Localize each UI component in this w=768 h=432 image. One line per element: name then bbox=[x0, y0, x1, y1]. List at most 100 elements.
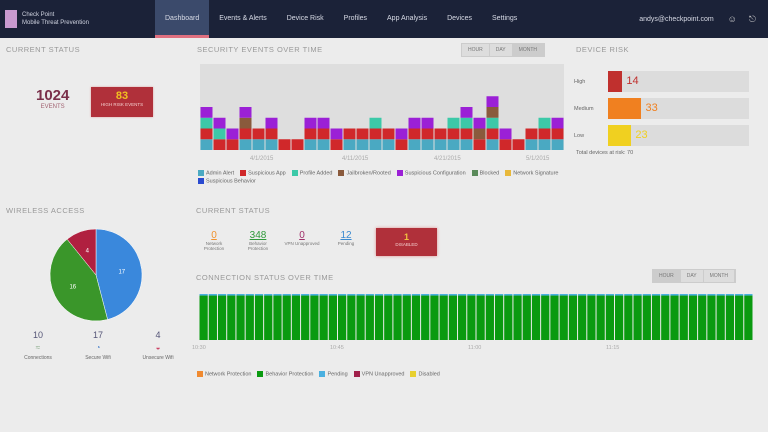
connection-bar-segment[interactable] bbox=[476, 295, 485, 340]
status-item[interactable]: 0 VPN Unapproved bbox=[284, 230, 320, 251]
connection-bar-segment[interactable] bbox=[347, 295, 356, 340]
connection-bar-segment[interactable] bbox=[559, 294, 568, 296]
high-risk-alert[interactable]: 83 HIGH RISK EVENTS bbox=[91, 87, 153, 117]
risk-row[interactable]: Low 23 bbox=[574, 122, 749, 149]
bar-segment[interactable] bbox=[200, 107, 213, 118]
connection-bar-segment[interactable] bbox=[236, 294, 245, 296]
tab-app-analysis[interactable]: App Analysis bbox=[387, 15, 428, 22]
connection-bar-segment[interactable] bbox=[651, 294, 661, 296]
connection-bar-segment[interactable] bbox=[725, 294, 735, 296]
bar-segment[interactable] bbox=[538, 139, 551, 150]
connection-bar-segment[interactable] bbox=[458, 294, 467, 296]
bar-segment[interactable] bbox=[382, 139, 395, 150]
bar-segment[interactable] bbox=[200, 139, 213, 150]
legend-item[interactable]: Disabled bbox=[410, 371, 440, 377]
bar-segment[interactable] bbox=[551, 128, 564, 140]
bar-segment[interactable] bbox=[408, 139, 421, 150]
legend-item[interactable]: Pending bbox=[319, 371, 348, 377]
bar-segment[interactable] bbox=[512, 139, 525, 150]
wireless-stat[interactable]: 10 ≈ Connections bbox=[13, 330, 63, 361]
connection-bar-segment[interactable] bbox=[679, 295, 688, 340]
connection-bar-segment[interactable] bbox=[384, 294, 393, 296]
connection-bar-segment[interactable] bbox=[448, 295, 458, 340]
bar-segment[interactable] bbox=[226, 128, 239, 140]
bar-segment[interactable] bbox=[486, 96, 499, 107]
status-item[interactable]: 12 Pending bbox=[328, 230, 364, 251]
connection-bar-segment[interactable] bbox=[430, 295, 439, 340]
connection-bar-segment[interactable] bbox=[531, 294, 541, 296]
connection-bar-segment[interactable] bbox=[578, 295, 587, 340]
bar-segment[interactable] bbox=[369, 128, 382, 140]
bar-segment[interactable] bbox=[421, 139, 434, 150]
connection-bar-segment[interactable] bbox=[661, 294, 670, 296]
connection-bar-segment[interactable] bbox=[605, 295, 614, 340]
connection-bar-segment[interactable] bbox=[254, 295, 264, 340]
bar-segment[interactable] bbox=[213, 139, 226, 150]
connection-bar-segment[interactable] bbox=[264, 295, 273, 340]
connection-bar-segment[interactable] bbox=[365, 295, 374, 340]
connection-bar-segment[interactable] bbox=[605, 294, 614, 296]
range-hour-button[interactable]: HOUR bbox=[653, 270, 681, 282]
bar-segment[interactable] bbox=[486, 117, 499, 129]
bar-segment[interactable] bbox=[265, 139, 278, 150]
bar-segment[interactable] bbox=[460, 139, 473, 150]
bar-segment[interactable] bbox=[252, 139, 265, 150]
bar-segment[interactable] bbox=[252, 128, 265, 140]
bar-segment[interactable] bbox=[291, 139, 304, 150]
bar-segment[interactable] bbox=[200, 128, 213, 140]
pie-slice[interactable] bbox=[95, 228, 143, 320]
bar-segment[interactable] bbox=[369, 139, 382, 150]
bar-segment[interactable] bbox=[538, 128, 551, 140]
connection-bar-segment[interactable] bbox=[661, 295, 670, 340]
connection-bar-segment[interactable] bbox=[476, 294, 485, 296]
legend-item[interactable]: Network Protection bbox=[197, 371, 251, 377]
bar-segment[interactable] bbox=[213, 117, 226, 129]
tab-device-risk[interactable]: Device Risk bbox=[286, 15, 324, 22]
status-item[interactable]: 348 Behavior Protection bbox=[240, 230, 276, 251]
connection-bar-segment[interactable] bbox=[624, 295, 633, 340]
connection-bar-segment[interactable] bbox=[550, 295, 559, 340]
connection-bar-segment[interactable] bbox=[596, 294, 605, 296]
connection-bar-segment[interactable] bbox=[338, 294, 347, 296]
connection-bar-segment[interactable] bbox=[707, 295, 716, 340]
bar-segment[interactable] bbox=[421, 128, 434, 140]
bar-segment[interactable] bbox=[551, 139, 564, 150]
connection-bar-segment[interactable] bbox=[217, 294, 227, 296]
status-item[interactable]: 0 Network Protection bbox=[196, 230, 232, 251]
connection-bar-segment[interactable] bbox=[227, 295, 236, 340]
user-email[interactable]: andys@checkpoint.com bbox=[639, 15, 714, 23]
bar-segment[interactable] bbox=[330, 139, 343, 150]
bar-segment[interactable] bbox=[356, 128, 369, 140]
bar-segment[interactable] bbox=[525, 128, 538, 140]
connection-bar-segment[interactable] bbox=[716, 294, 725, 296]
connection-bar-segment[interactable] bbox=[587, 295, 596, 340]
risk-row[interactable]: Medium 33 bbox=[574, 95, 749, 122]
connection-bar-segment[interactable] bbox=[467, 294, 476, 296]
connection-bar-segment[interactable] bbox=[513, 294, 522, 296]
bar-segment[interactable] bbox=[239, 139, 252, 150]
connection-bar-segment[interactable] bbox=[393, 294, 402, 296]
legend-item[interactable]: Behavior Protection bbox=[257, 371, 313, 377]
connection-bar-segment[interactable] bbox=[310, 294, 319, 296]
events-count[interactable]: 1024 EVENTS bbox=[36, 87, 69, 110]
legend-item[interactable]: Suspicious Configuration bbox=[396, 170, 466, 176]
connection-bar-segment[interactable] bbox=[735, 294, 744, 296]
range-hour-button[interactable]: HOUR bbox=[462, 44, 490, 56]
connection-bar-segment[interactable] bbox=[707, 294, 716, 296]
bar-segment[interactable] bbox=[486, 139, 499, 150]
connection-bar-segment[interactable] bbox=[402, 294, 411, 296]
wireless-stat[interactable]: 17 ◔ Secure Wifi bbox=[73, 330, 123, 361]
bar-segment[interactable] bbox=[447, 117, 460, 129]
connection-bar-segment[interactable] bbox=[698, 295, 707, 340]
connection-bar-segment[interactable] bbox=[615, 295, 624, 340]
connection-bar-segment[interactable] bbox=[365, 294, 374, 296]
connection-bar-segment[interactable] bbox=[513, 295, 522, 340]
connection-bar-segment[interactable] bbox=[504, 295, 513, 340]
connection-bar-segment[interactable] bbox=[458, 295, 467, 340]
wireless-stat[interactable]: 4 ◒ Unsecure Wifi bbox=[133, 330, 183, 361]
connection-bar-segment[interactable] bbox=[411, 294, 421, 296]
legend-item[interactable]: Suspicious App bbox=[240, 170, 286, 176]
connection-bar-segment[interactable] bbox=[725, 295, 735, 340]
connection-bar-segment[interactable] bbox=[744, 295, 753, 340]
connection-bar-segment[interactable] bbox=[245, 295, 254, 340]
